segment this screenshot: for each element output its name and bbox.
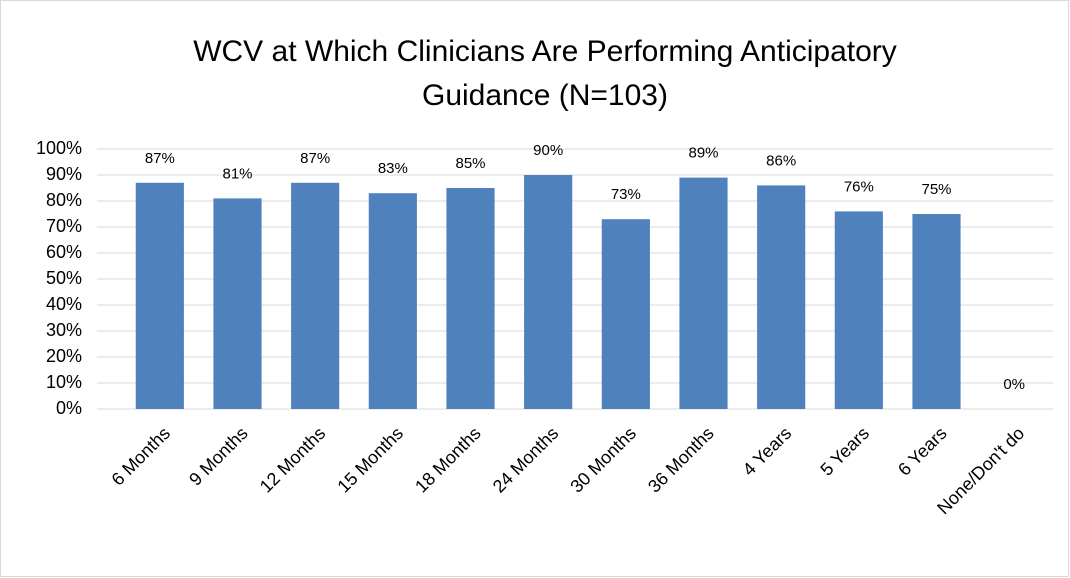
value-label: 90% <box>533 142 563 159</box>
x-tick-label: 6 Years <box>894 423 951 480</box>
y-tick-label: 0% <box>56 398 82 418</box>
y-tick-label: 10% <box>46 372 82 392</box>
bar <box>213 198 262 409</box>
x-tick-label: 4 Years <box>739 423 796 480</box>
x-tick-label: 12 Months <box>256 423 330 497</box>
value-label: 75% <box>921 181 951 198</box>
y-tick-label: 20% <box>46 346 82 366</box>
bar <box>446 188 495 409</box>
y-tick-label: 50% <box>46 268 82 288</box>
value-label: 89% <box>688 145 718 162</box>
bar <box>912 214 961 409</box>
x-tick-label: 18 Months <box>411 423 485 497</box>
bar <box>291 182 340 409</box>
y-tick-label: 90% <box>46 164 82 184</box>
y-tick-label: 30% <box>46 320 82 340</box>
x-tick-label: 6 Months <box>108 423 175 490</box>
x-tick-label: 24 Months <box>489 423 563 497</box>
chart-title: WCV at Which Clinicians Are Performing A… <box>193 35 897 112</box>
x-tick-label: 15 Months <box>333 423 407 497</box>
x-tick-label: 5 Years <box>816 423 873 480</box>
value-label: 85% <box>455 155 485 172</box>
bar <box>368 193 417 409</box>
y-tick-label: 100% <box>36 138 82 158</box>
value-label: 0% <box>1003 376 1025 393</box>
bar <box>679 177 728 409</box>
value-label: 87% <box>300 150 330 167</box>
bar <box>601 219 650 409</box>
value-label: 73% <box>611 186 641 203</box>
value-label: 87% <box>145 150 175 167</box>
bar <box>524 175 573 409</box>
y-tick-label: 70% <box>46 216 82 236</box>
value-label: 83% <box>378 160 408 177</box>
y-tick-label: 40% <box>46 294 82 314</box>
x-tick-label: 36 Months <box>644 423 718 497</box>
value-label: 76% <box>844 178 874 195</box>
value-label: 81% <box>222 165 252 182</box>
bar <box>834 211 883 409</box>
value-label: 86% <box>766 152 796 169</box>
x-tick-label: 30 Months <box>566 423 640 497</box>
x-tick-label: 9 Months <box>185 423 252 490</box>
bar <box>135 182 184 409</box>
y-tick-label: 80% <box>46 190 82 210</box>
y-tick-label: 60% <box>46 242 82 262</box>
bar <box>757 185 806 409</box>
